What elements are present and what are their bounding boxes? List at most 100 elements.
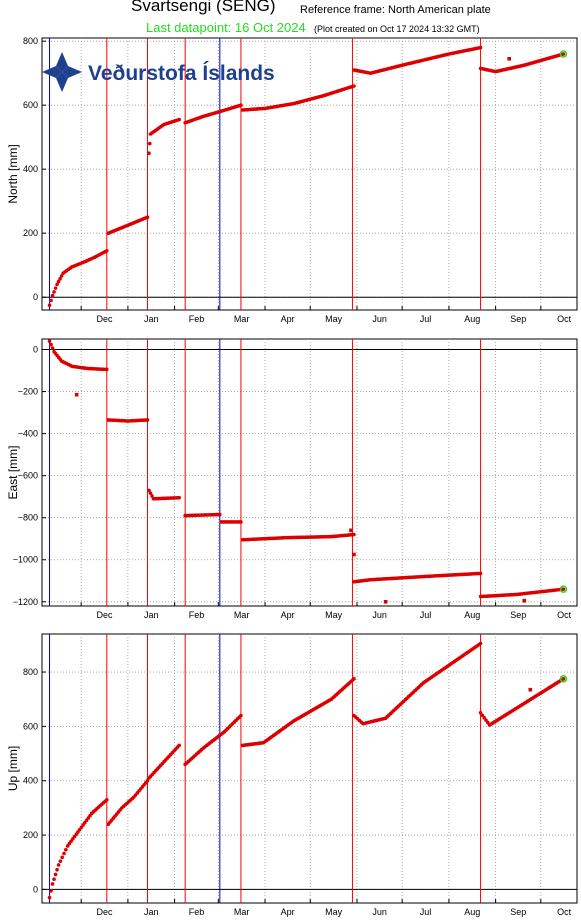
- x-tick-label: Jan: [144, 907, 159, 917]
- logo-text: Veðurstofa Íslands: [88, 62, 275, 85]
- x-tick-label: Jan: [144, 610, 159, 620]
- data-point: [105, 367, 109, 372]
- y-tick-label: 800: [23, 36, 38, 46]
- data-point: [177, 117, 181, 122]
- x-tick-label: Apr: [281, 907, 295, 917]
- data-point: [64, 847, 68, 852]
- x-tick-label: Oct: [557, 907, 572, 917]
- y-tick-label: 800: [23, 667, 38, 677]
- data-point: [59, 274, 64, 278]
- outlier-point: [522, 598, 527, 603]
- data-point: [561, 52, 566, 56]
- plot-frame: [41, 633, 578, 904]
- data-point: [147, 141, 152, 146]
- x-tick-label: Mar: [234, 314, 250, 324]
- vedurstofa-logo: Veðurstofa Íslands: [42, 52, 275, 92]
- x-tick-label: Sep: [510, 907, 526, 917]
- x-tick-label: Jul: [420, 314, 432, 324]
- data-point: [50, 346, 55, 350]
- y-tick-label: −200: [18, 387, 38, 397]
- y-tick-label: 200: [23, 830, 38, 840]
- x-tick-label: Feb: [189, 314, 205, 324]
- x-tick-label: Dec: [97, 907, 114, 917]
- y-axis-label: East [mm]: [6, 445, 20, 499]
- x-tick-label: Jun: [372, 314, 387, 324]
- station-title: Svartsengi (SENG): [131, 0, 276, 15]
- x-tick-label: Dec: [97, 610, 114, 620]
- last-datapoint-label: Last datapoint: 16 Oct 2024: [146, 20, 306, 35]
- data-point: [145, 778, 150, 783]
- x-tick-label: Jun: [372, 907, 387, 917]
- data-point: [561, 587, 566, 591]
- x-tick-label: Aug: [464, 610, 480, 620]
- data-point: [58, 277, 62, 281]
- y-tick-label: 600: [23, 100, 38, 110]
- data-point: [145, 215, 150, 219]
- panel-up: Dec Jan Feb Mar Apr May Jun Jul Aug Sep Oct 0 200 400…: [6, 633, 578, 917]
- plot-created-label: (Plot created on Oct 17 2024 13:32 GMT): [314, 24, 480, 34]
- x-tick-label: Sep: [510, 610, 526, 620]
- data-point: [50, 293, 55, 298]
- data-point: [239, 520, 243, 524]
- data-point: [478, 571, 483, 576]
- outlier-point: [528, 687, 533, 692]
- x-tick-label: Jul: [420, 907, 432, 917]
- data-point: [56, 863, 61, 867]
- panel-east: Dec Jan Feb Mar Apr May Jun Jul Aug Sep Oct 0 −200 −4…: [6, 338, 578, 620]
- data-point: [55, 282, 59, 287]
- y-axis-label: Up [mm]: [6, 746, 20, 791]
- data-point: [52, 290, 56, 294]
- x-tick-label: Mar: [234, 907, 250, 917]
- outlier-point: [352, 552, 356, 557]
- x-tick-label: Feb: [189, 907, 205, 917]
- x-tick-label: Apr: [281, 610, 295, 620]
- data-point: [478, 641, 483, 646]
- data-point: [47, 895, 52, 900]
- data-point: [58, 859, 63, 863]
- data-point: [105, 797, 109, 802]
- data-point: [239, 103, 243, 107]
- y-tick-label: 600: [23, 721, 38, 731]
- data-point: [60, 855, 64, 860]
- y-tick-label: −400: [18, 429, 38, 439]
- y-tick-label: −1200: [13, 597, 38, 607]
- x-tick-label: Apr: [281, 314, 295, 324]
- outlier-point: [349, 528, 353, 533]
- data-point: [62, 851, 66, 856]
- x-tick-label: Feb: [189, 610, 205, 620]
- plot-frame: [41, 37, 578, 311]
- data-point: [147, 488, 151, 493]
- data-point: [352, 677, 356, 681]
- last-datapoint-marker: [559, 50, 568, 58]
- y-tick-label: 0: [33, 345, 38, 355]
- x-tick-label: May: [325, 907, 343, 917]
- data-point: [49, 298, 53, 303]
- last-datapoint-marker: [559, 675, 568, 683]
- data-point: [56, 279, 61, 284]
- x-tick-label: Mar: [234, 610, 250, 620]
- y-tick-label: −1000: [13, 555, 38, 565]
- x-tick-label: Oct: [557, 314, 572, 324]
- data-point: [148, 491, 153, 495]
- y-tick-label: 400: [23, 164, 38, 174]
- x-tick-label: Aug: [464, 314, 480, 324]
- data-point: [478, 45, 483, 50]
- y-tick-label: −600: [18, 471, 38, 481]
- data-point: [47, 339, 52, 343]
- y-axis-label: North [mm]: [6, 144, 20, 203]
- x-tick-label: Aug: [464, 907, 480, 917]
- data-point: [147, 151, 151, 155]
- y-tick-label: 200: [23, 228, 38, 238]
- data-point: [47, 303, 52, 308]
- x-tick-label: May: [325, 314, 343, 324]
- outlier-point: [74, 392, 79, 397]
- x-tick-label: Oct: [557, 610, 572, 620]
- data-point: [53, 872, 58, 877]
- outlier-point: [383, 599, 388, 604]
- y-tick-label: 0: [33, 292, 38, 302]
- data-point: [52, 877, 56, 882]
- x-tick-label: Jul: [420, 610, 432, 620]
- vedurstofa-snowflake-icon: [42, 52, 82, 92]
- data-point: [145, 418, 150, 422]
